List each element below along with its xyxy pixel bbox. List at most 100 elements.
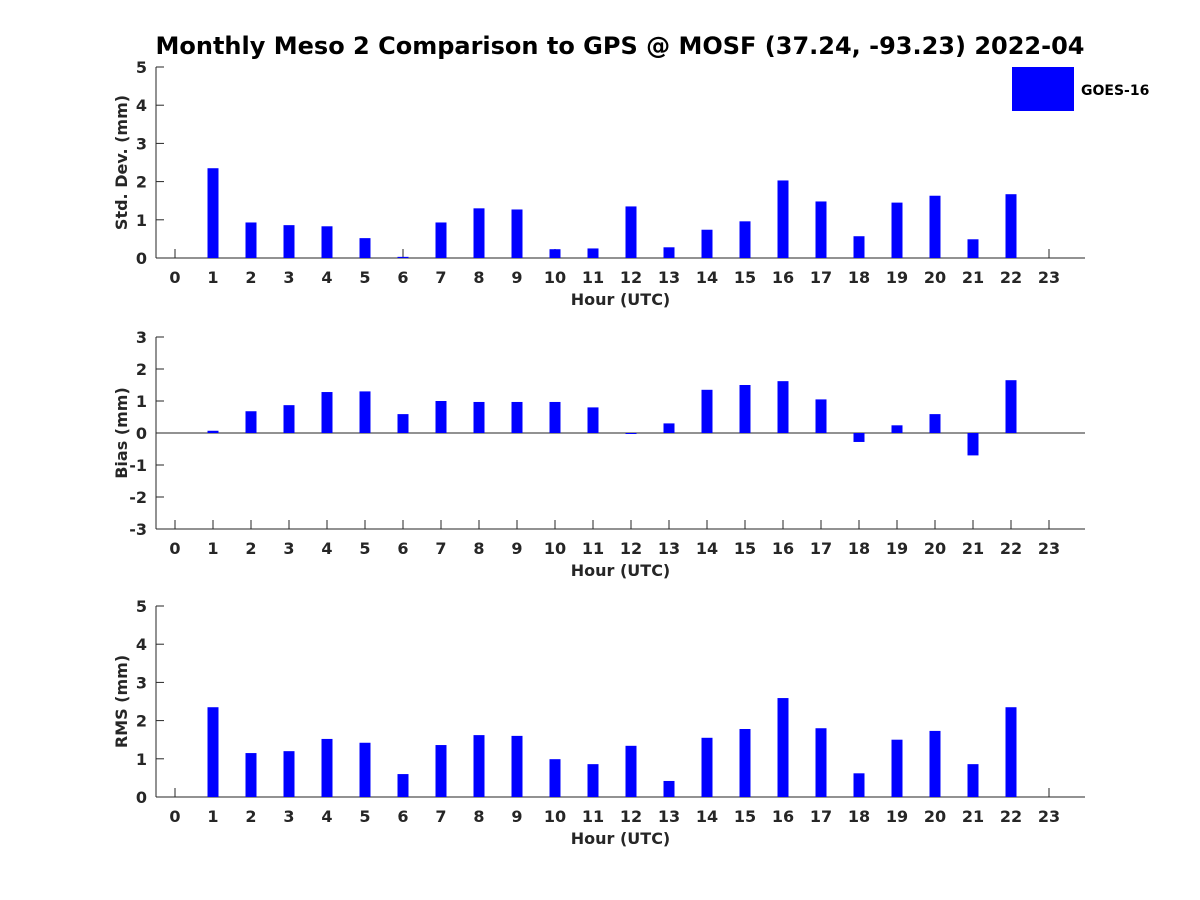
stddev-x-tick-label: 21 xyxy=(962,268,984,287)
legend-swatch xyxy=(1012,67,1074,111)
bias-y-tick-label: -2 xyxy=(129,488,147,507)
rms-y-tick-label: 1 xyxy=(136,750,147,769)
bias-bar-3 xyxy=(283,405,295,433)
bias-x-axis-label: Hour (UTC) xyxy=(571,561,671,580)
rms-bar-12 xyxy=(625,745,637,797)
rms-x-tick-label: 15 xyxy=(734,807,756,826)
bias-x-tick-label: 13 xyxy=(658,539,680,558)
rms-bar-15 xyxy=(739,729,751,797)
rms-x-tick-label: 2 xyxy=(245,807,256,826)
stddev-x-axis-label: Hour (UTC) xyxy=(571,290,671,309)
rms-bar-10 xyxy=(549,759,561,797)
rms-x-tick-label: 0 xyxy=(169,807,180,826)
stddev-y-tick-label: 1 xyxy=(136,211,147,230)
stddev-bar-3 xyxy=(283,225,295,258)
rms-bar-6 xyxy=(397,774,409,797)
bias-bar-11 xyxy=(587,407,599,433)
rms-bar-21 xyxy=(967,764,979,797)
stddev-bar-5 xyxy=(359,238,371,258)
bias-y-tick-label: 2 xyxy=(136,360,147,379)
bias-bar-19 xyxy=(891,425,903,433)
rms-y-axis-label: RMS (mm) xyxy=(112,655,131,748)
stddev-x-tick-label: 17 xyxy=(810,268,832,287)
bias-y-tick-label: 0 xyxy=(136,424,147,443)
stddev-x-tick-label: 10 xyxy=(544,268,566,287)
stddev-x-tick-label: 19 xyxy=(886,268,908,287)
rms-bar-17 xyxy=(815,728,827,797)
stddev-bar-21 xyxy=(967,239,979,258)
legend: GOES-16 xyxy=(1012,67,1149,111)
stddev-bar-9 xyxy=(511,209,523,258)
stddev-y-tick-label: 5 xyxy=(136,58,147,77)
rms-bar-5 xyxy=(359,742,371,797)
rms-bar-18 xyxy=(853,773,865,797)
rms-y-tick-label: 5 xyxy=(136,597,147,616)
bias-x-tick-label: 5 xyxy=(359,539,370,558)
bias-y-tick-label: -1 xyxy=(129,456,147,475)
rms-y-tick-label: 2 xyxy=(136,712,147,731)
legend-label: GOES-16 xyxy=(1081,83,1149,99)
bias-bar-12 xyxy=(625,433,637,434)
bias-bar-8 xyxy=(473,401,485,433)
rms-x-tick-label: 10 xyxy=(544,807,566,826)
rms-bar-13 xyxy=(663,780,675,797)
chart-title: Monthly Meso 2 Comparison to GPS @ MOSF … xyxy=(156,32,1085,60)
bias-x-tick-label: 1 xyxy=(207,539,218,558)
bias-bar-7 xyxy=(435,401,447,433)
stddev-x-tick-label: 18 xyxy=(848,268,870,287)
rms-bar-22 xyxy=(1005,707,1017,797)
bias-bar-13 xyxy=(663,423,675,433)
stddev-bar-15 xyxy=(739,221,751,258)
rms-x-tick-label: 14 xyxy=(696,807,718,826)
bias-x-tick-label: 6 xyxy=(397,539,408,558)
stddev-bar-8 xyxy=(473,208,485,258)
bias-x-tick-label: 15 xyxy=(734,539,756,558)
bias-bar-18 xyxy=(853,433,865,442)
bias-bar-2 xyxy=(245,411,257,433)
bias-x-tick-label: 14 xyxy=(696,539,718,558)
stddev-x-tick-label: 22 xyxy=(1000,268,1022,287)
stddev-bar-16 xyxy=(777,180,789,258)
bias-bar-22 xyxy=(1005,380,1017,433)
rms-x-tick-label: 7 xyxy=(435,807,446,826)
rms-bar-11 xyxy=(587,764,599,797)
stddev-bar-2 xyxy=(245,222,257,258)
stddev-bar-18 xyxy=(853,236,865,258)
bias-x-tick-label: 9 xyxy=(511,539,522,558)
stddev-x-tick-label: 11 xyxy=(582,268,604,287)
stddev-bar-11 xyxy=(587,248,599,258)
rms-x-tick-label: 18 xyxy=(848,807,870,826)
bias-x-tick-label: 16 xyxy=(772,539,794,558)
rms-x-tick-label: 12 xyxy=(620,807,642,826)
rms-x-axis-label: Hour (UTC) xyxy=(571,829,671,848)
bias-bar-20 xyxy=(929,414,941,433)
stddev-bar-7 xyxy=(435,222,447,258)
stddev-bar-14 xyxy=(701,229,713,258)
rms-x-tick-label: 4 xyxy=(321,807,332,826)
rms-bar-2 xyxy=(245,753,257,797)
bias-bar-10 xyxy=(549,401,561,433)
rms-x-tick-label: 17 xyxy=(810,807,832,826)
bias-bar-17 xyxy=(815,399,827,433)
bias-bar-6 xyxy=(397,414,409,433)
rms-x-tick-label: 13 xyxy=(658,807,680,826)
bias-x-tick-label: 23 xyxy=(1038,539,1060,558)
rms-bar-20 xyxy=(929,730,941,797)
rms-x-tick-label: 5 xyxy=(359,807,370,826)
bias-x-tick-label: 12 xyxy=(620,539,642,558)
stddev-y-tick-label: 0 xyxy=(136,249,147,268)
bias-bar-21 xyxy=(967,433,979,456)
bias-bar-15 xyxy=(739,385,751,433)
rms-x-tick-label: 6 xyxy=(397,807,408,826)
rms-bar-1 xyxy=(207,707,219,797)
stddev-y-tick-label: 4 xyxy=(136,96,147,115)
bias-x-tick-label: 22 xyxy=(1000,539,1022,558)
rms-x-tick-label: 3 xyxy=(283,807,294,826)
stddev-x-tick-label: 4 xyxy=(321,268,332,287)
rms-bar-8 xyxy=(473,735,485,797)
stddev-x-tick-label: 1 xyxy=(207,268,218,287)
bias-bar-1 xyxy=(207,430,219,433)
